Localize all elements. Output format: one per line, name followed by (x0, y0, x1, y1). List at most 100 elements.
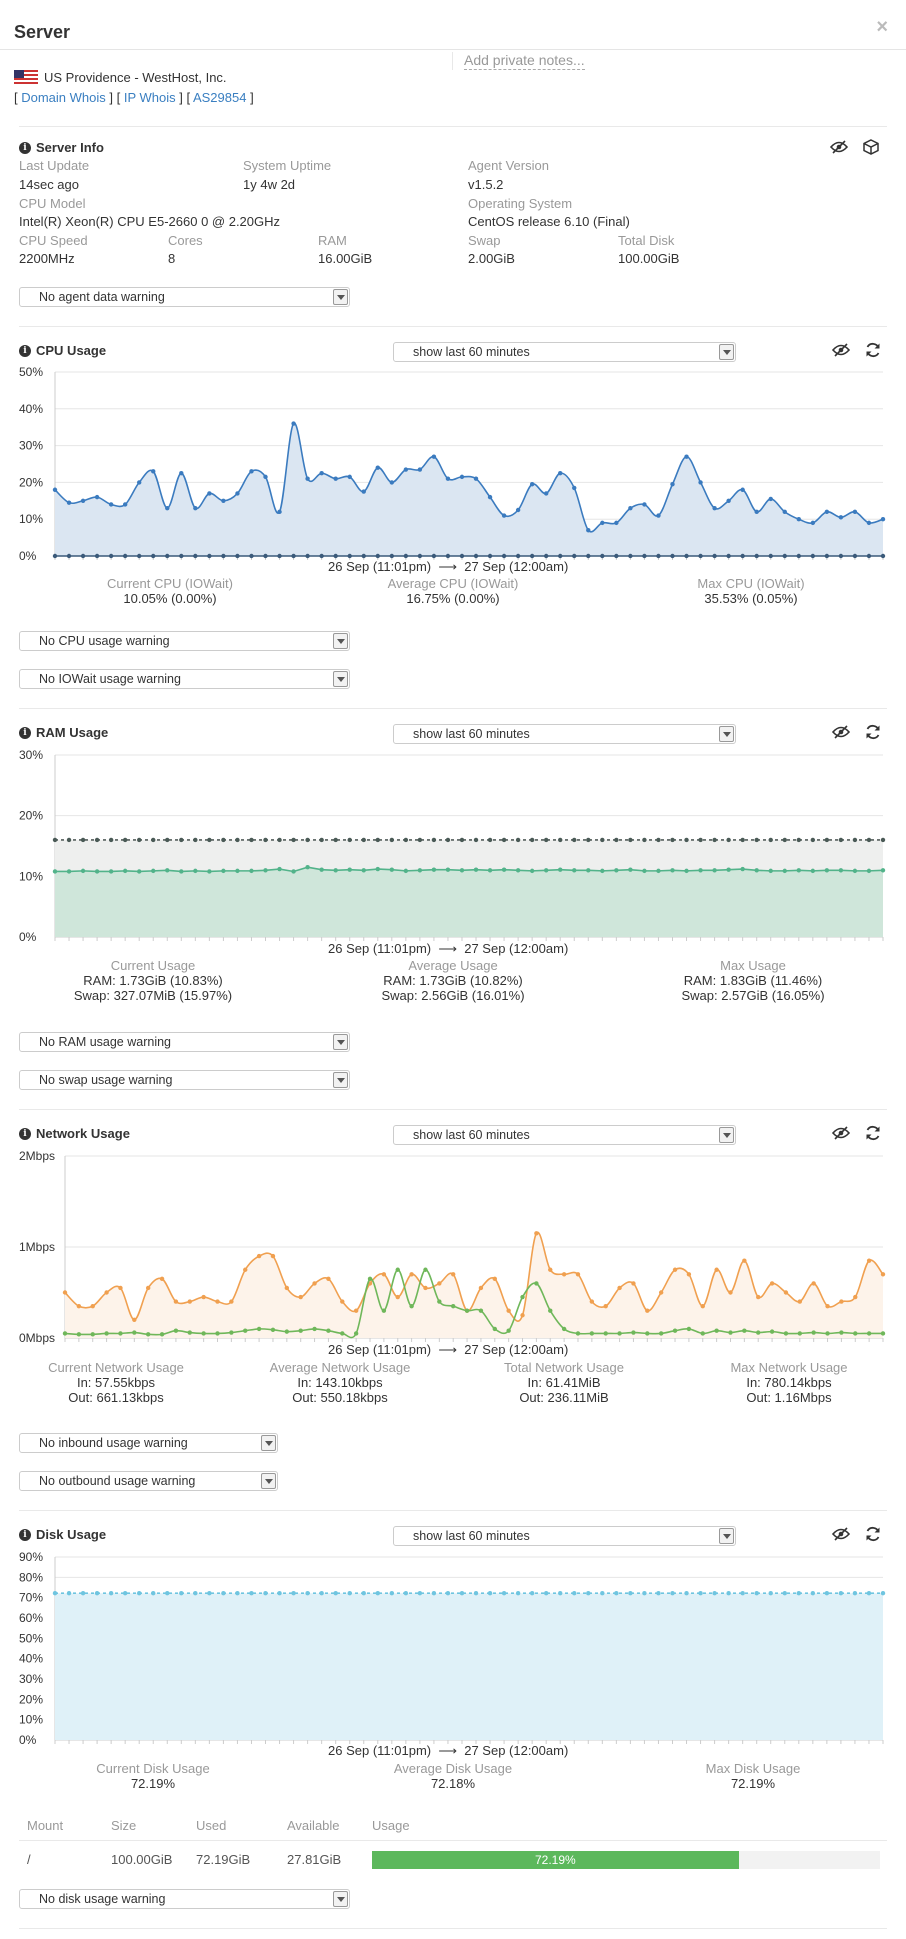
swap-point (375, 837, 380, 843)
outbound-warning-select[interactable]: No outbound usage warning (19, 1471, 278, 1491)
disk-point (852, 1591, 858, 1596)
swap-point (165, 837, 170, 843)
as-link[interactable]: AS29854 (192, 90, 247, 105)
disk-point (487, 1591, 493, 1596)
ram-point (473, 867, 479, 872)
disk-warning-select[interactable]: No disk usage warning (19, 1889, 350, 1909)
out-point (284, 1285, 290, 1291)
y-tick-label: 40% (19, 1652, 43, 1666)
chevron-down-icon (333, 1891, 348, 1907)
iowait-point (108, 553, 114, 559)
cpu-point (361, 489, 366, 494)
y-tick-label: 0% (19, 930, 37, 944)
us-flag-icon (14, 70, 38, 84)
disk-period-select[interactable]: show last 60 minutes (393, 1526, 736, 1546)
iowait-point (305, 553, 310, 559)
iowait-warning-select[interactable]: No IOWait usage warning (19, 669, 350, 689)
ram-point (880, 868, 886, 873)
in-point (464, 1308, 470, 1313)
swap-point (249, 837, 254, 843)
iowait-point (193, 553, 198, 559)
disk-point (221, 1591, 226, 1596)
swap-point (235, 837, 240, 843)
in-point (312, 1326, 317, 1332)
domain-whois-link[interactable]: Domain Whois (21, 90, 106, 105)
swap-point (543, 837, 549, 843)
in-point (825, 1331, 830, 1336)
hide-eye-icon[interactable] (831, 1124, 851, 1142)
swap-point (642, 837, 647, 843)
cpu-point (375, 465, 380, 470)
hide-eye-icon[interactable] (831, 341, 851, 359)
refresh-icon[interactable] (863, 723, 883, 741)
ram-point (487, 868, 493, 873)
out-point (853, 1294, 858, 1300)
network-chart: 0Mbps 1Mbps 2Mbps (19, 1149, 886, 1345)
cpu-point (417, 467, 423, 472)
out-point (409, 1272, 414, 1277)
disk-time-range: 26 Sep (11:01pm) ⟶ 27 Sep (12:00am) (328, 1743, 569, 1758)
in-point (409, 1303, 414, 1309)
y-tick-label: 20% (19, 809, 43, 823)
cpu-period-select[interactable]: show last 60 minutes (393, 342, 736, 362)
cpu-point (108, 502, 114, 507)
ram-line (55, 866, 884, 873)
in-point (132, 1330, 137, 1335)
table-header-available: Available (287, 1818, 340, 1833)
disk-point (473, 1591, 479, 1596)
ram-period-select[interactable]: show last 60 minutes (393, 724, 736, 744)
iowait-point (698, 553, 703, 559)
ip-whois-link[interactable]: IP Whois (123, 90, 176, 105)
current-cpu-stat: Current CPU (IOWait) 10.05% (0.00%) (107, 576, 233, 606)
disk-point (361, 1591, 366, 1596)
disk-point (543, 1591, 549, 1596)
network-period-select[interactable]: show last 60 minutes (393, 1125, 736, 1145)
agent-warning-select[interactable]: No agent data warning (19, 287, 350, 307)
refresh-icon[interactable] (863, 1124, 883, 1142)
refresh-icon[interactable] (863, 341, 883, 359)
cpu-point (501, 513, 507, 518)
ram-point (417, 868, 423, 873)
ram-usage-title: i RAM Usage (19, 725, 108, 740)
disk-point (108, 1591, 114, 1596)
y-tick-label: 50% (19, 1631, 43, 1645)
cpu-point (291, 421, 296, 426)
cpu-point (628, 505, 633, 511)
cpu-point (431, 454, 437, 459)
cpu-point (66, 500, 72, 505)
swap-point (810, 837, 816, 843)
disk-point (670, 1591, 675, 1596)
cpu-warning-select[interactable]: No CPU usage warning (19, 631, 350, 651)
hide-eye-icon[interactable] (829, 138, 849, 156)
disk-point (263, 1591, 268, 1596)
swap-warning-select[interactable]: No swap usage warning (19, 1070, 350, 1090)
swap-point (670, 837, 675, 843)
close-icon[interactable]: × (876, 16, 888, 38)
disk-point (866, 1591, 872, 1596)
out-point (825, 1303, 830, 1309)
chevron-down-icon (719, 1127, 734, 1143)
iowait-point (487, 553, 493, 559)
average-network-stat: Average Network Usage In: 143.10kbps Out: … (269, 1360, 411, 1405)
out-point (756, 1294, 761, 1300)
in-point (243, 1328, 248, 1333)
os-label: Operating System (468, 196, 573, 211)
ram-warning-select[interactable]: No RAM usage warning (19, 1032, 350, 1052)
cpu-point (473, 476, 479, 481)
hide-eye-icon[interactable] (831, 723, 851, 741)
ram-point (670, 868, 675, 873)
chevron-down-icon (333, 633, 348, 649)
out-point (534, 1231, 539, 1236)
in-point (631, 1330, 636, 1335)
cpu-point (122, 502, 128, 507)
in-point (714, 1328, 719, 1333)
ram-point (94, 869, 100, 874)
swap-point (403, 837, 409, 843)
refresh-icon[interactable] (863, 1525, 883, 1543)
private-notes-field[interactable]: Add private notes... (464, 52, 585, 70)
iowait-point (754, 553, 759, 559)
box-icon[interactable] (861, 138, 881, 156)
inbound-warning-select[interactable]: No inbound usage warning (19, 1433, 278, 1453)
y-tick-label: 30% (19, 439, 43, 453)
hide-eye-icon[interactable] (831, 1525, 851, 1543)
